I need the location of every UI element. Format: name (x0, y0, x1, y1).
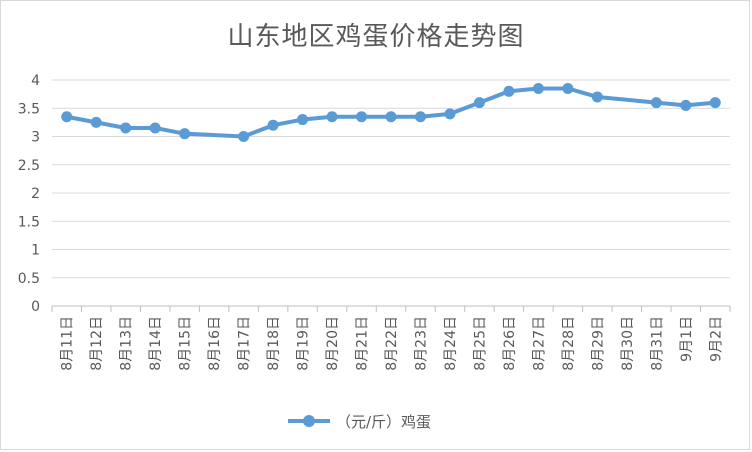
x-tick-label: 8月31日 (649, 316, 665, 371)
legend: （元/斤）鸡蛋 (288, 413, 431, 431)
x-tick-label: 8月24日 (443, 316, 459, 371)
x-tick-label: 8月21日 (355, 316, 371, 371)
x-tick-label: 8月11日 (60, 316, 76, 371)
x-tick-label: 8月26日 (502, 316, 518, 371)
data-point (650, 97, 662, 109)
data-point (414, 111, 426, 123)
y-axis-tick-labels: 0 0.5 1 1.5 2 2.5 3 3.5 4 (18, 73, 40, 315)
data-point (90, 116, 102, 128)
data-point (356, 111, 368, 123)
legend-marker (303, 415, 315, 427)
data-point (179, 128, 191, 140)
data-point (385, 111, 397, 123)
x-tick-label: 8月29日 (590, 316, 606, 371)
x-tick-label: 8月15日 (178, 316, 194, 371)
data-point (267, 119, 279, 131)
x-tick-label: 8月20日 (325, 316, 341, 371)
x-tick-label: 8月18日 (266, 316, 282, 371)
x-tick-label: 8月17日 (237, 316, 253, 371)
y-tick-label: 3.5 (18, 101, 40, 117)
y-tick-label: 0 (31, 299, 40, 315)
x-tick-label: 9月1日 (679, 316, 695, 362)
data-point (562, 82, 574, 94)
y-tick-label: 4 (31, 73, 40, 89)
data-point (680, 99, 692, 111)
data-point (503, 85, 515, 97)
x-tick-label: 8月12日 (89, 316, 105, 371)
x-tick-label: 8月27日 (531, 316, 547, 371)
x-axis (51, 305, 731, 312)
x-tick-label: 8月30日 (620, 316, 636, 371)
y-tick-label: 0.5 (18, 271, 40, 287)
data-point (532, 82, 544, 94)
y-tick-label: 2.5 (18, 158, 40, 174)
y-tick-label: 2 (31, 186, 40, 202)
x-tick-label: 8月14日 (148, 316, 164, 371)
data-point (149, 122, 161, 134)
data-point (444, 108, 456, 120)
grid-lines (52, 79, 730, 279)
chart-title: 山东地区鸡蛋价格走势图 (227, 22, 525, 52)
y-tick-label: 1.5 (18, 214, 40, 230)
x-tick-label: 8月23日 (413, 316, 429, 371)
x-tick-label: 8月13日 (119, 316, 135, 371)
x-tick-label: 8月22日 (384, 316, 400, 371)
data-point (591, 91, 603, 103)
data-point (709, 97, 721, 109)
x-tick-label: 8月16日 (207, 316, 223, 371)
data-point (473, 97, 485, 109)
x-tick-label: 8月19日 (296, 316, 312, 371)
data-point (120, 122, 132, 134)
series-egg-price (61, 82, 721, 142)
x-axis-tick-labels: 8月11日 8月12日 8月13日 8月14日 8月15日 8月16日 8月17日 8月18日… (60, 316, 725, 371)
x-tick-label: 9月2日 (708, 316, 724, 362)
y-tick-label: 1 (31, 243, 40, 259)
data-point (326, 111, 338, 123)
y-tick-label: 3 (31, 130, 40, 146)
data-point (297, 114, 309, 126)
x-tick-label: 8月25日 (472, 316, 488, 371)
legend-label: （元/斤）鸡蛋 (336, 413, 431, 431)
x-tick-label: 8月28日 (561, 316, 577, 371)
data-point (61, 111, 73, 123)
data-point (238, 131, 250, 142)
